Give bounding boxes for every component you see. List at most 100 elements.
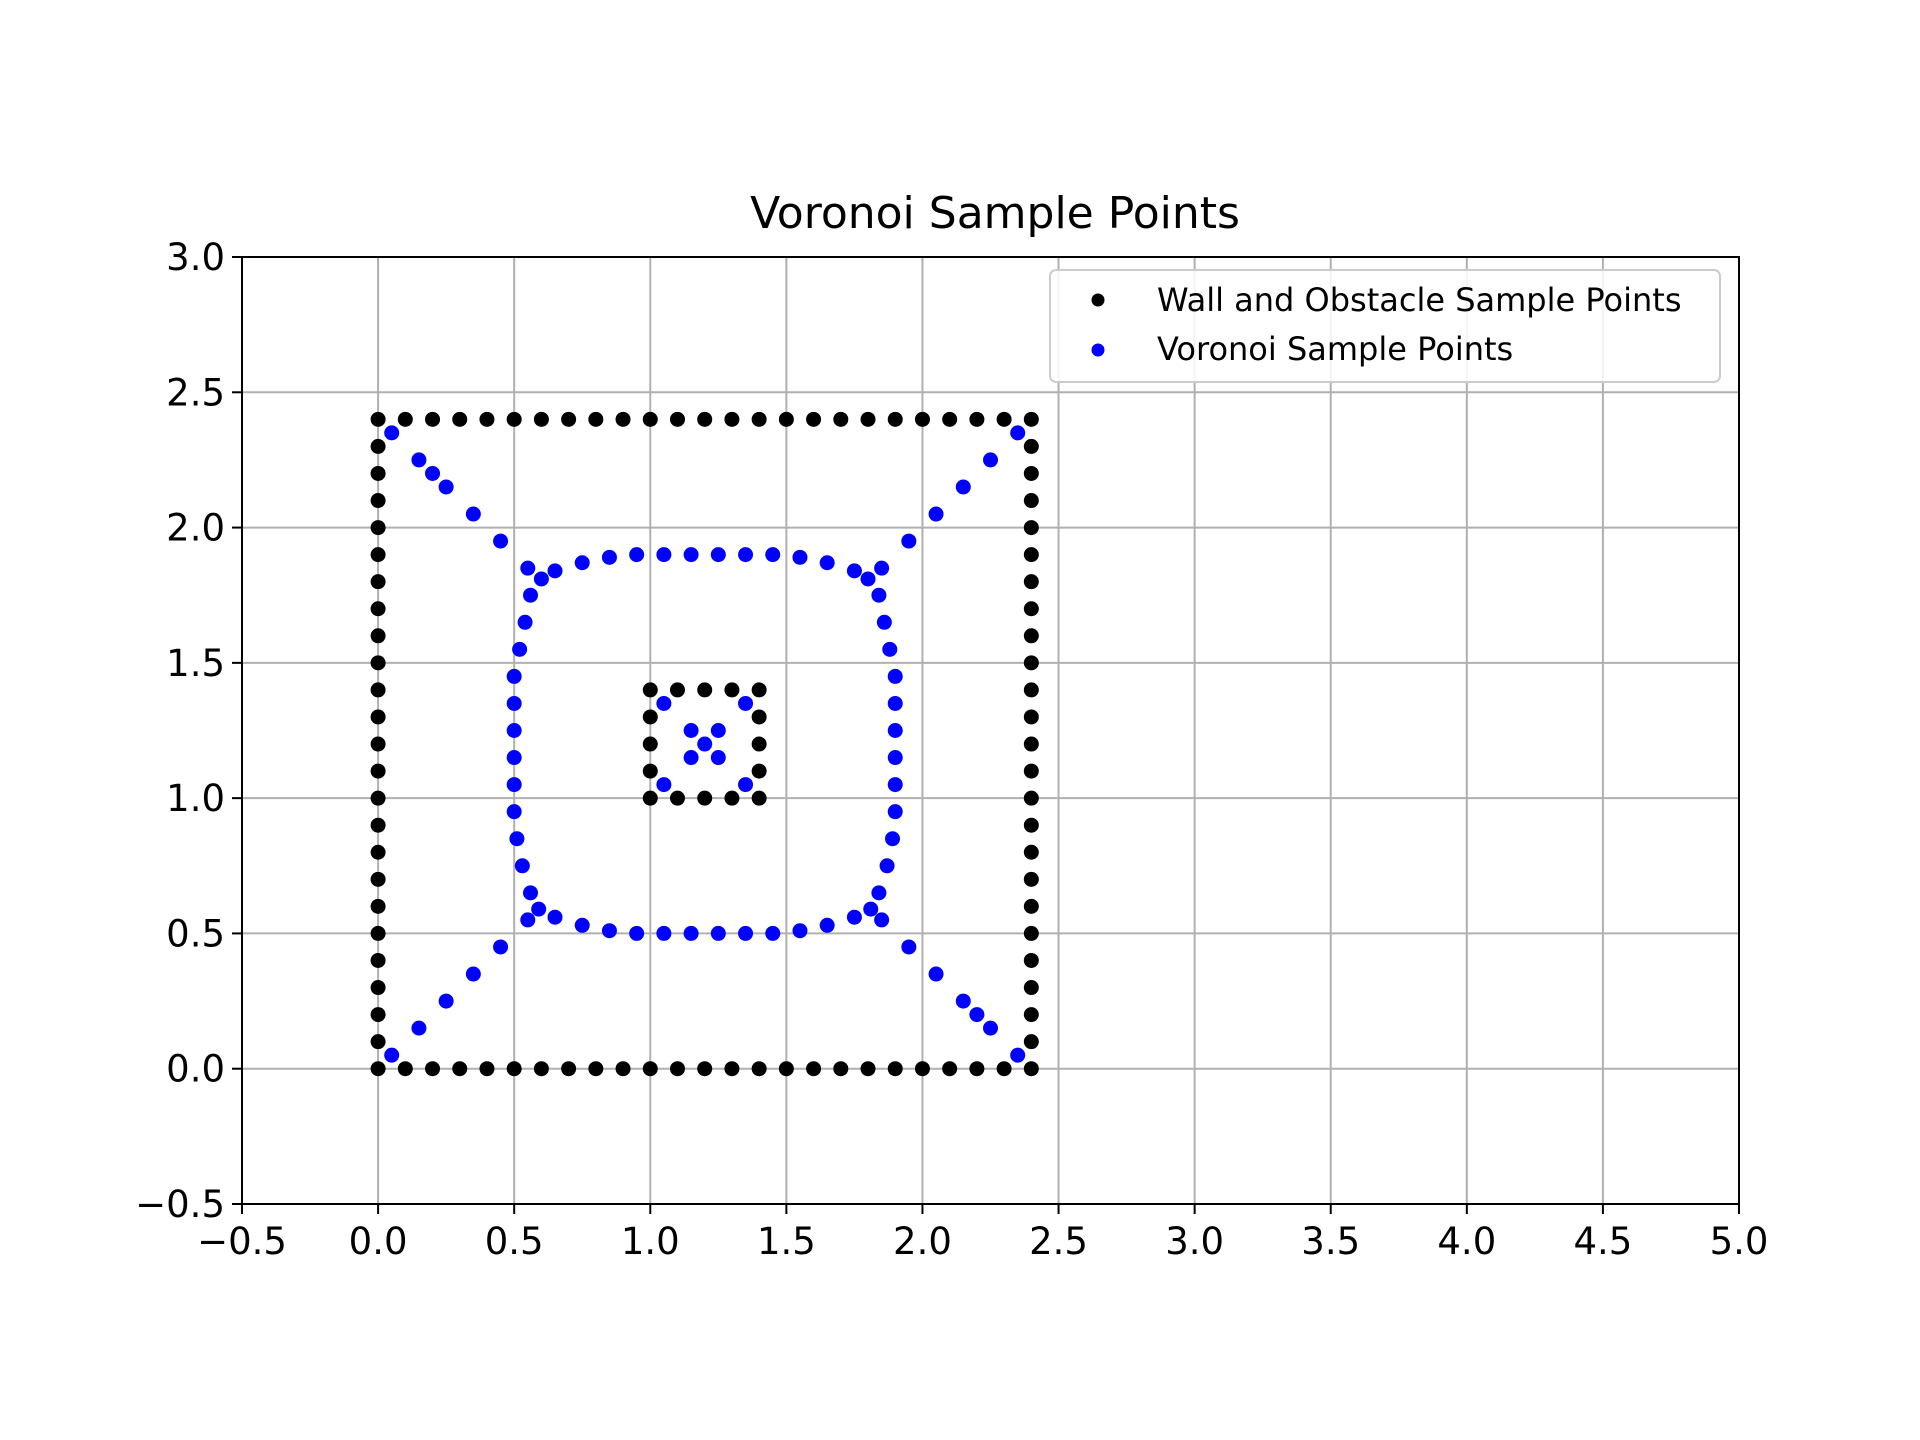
data-point xyxy=(1023,709,1039,725)
data-point xyxy=(792,549,808,565)
data-point xyxy=(370,871,386,887)
y-tick-label: 2.0 xyxy=(166,507,225,550)
data-point xyxy=(1023,438,1039,454)
data-point xyxy=(506,695,522,711)
data-point xyxy=(871,885,887,901)
data-point xyxy=(738,695,754,711)
data-point xyxy=(642,790,658,806)
data-point xyxy=(738,547,754,563)
data-point xyxy=(969,1007,985,1023)
data-point xyxy=(642,1061,658,1077)
data-point xyxy=(710,925,726,941)
data-point xyxy=(942,1061,958,1077)
data-point xyxy=(370,1007,386,1023)
data-point xyxy=(1023,547,1039,563)
data-point xyxy=(1023,465,1039,481)
x-tick-label: 1.0 xyxy=(621,1220,680,1263)
data-point xyxy=(533,1061,549,1077)
data-point xyxy=(1023,682,1039,698)
data-point xyxy=(882,641,898,657)
data-point xyxy=(751,763,767,779)
data-point xyxy=(514,858,530,874)
data-point xyxy=(1023,493,1039,509)
data-point xyxy=(683,547,699,563)
data-point xyxy=(846,909,862,925)
data-point xyxy=(879,858,895,874)
data-point xyxy=(370,411,386,427)
data-point xyxy=(876,614,892,630)
data-point xyxy=(1023,980,1039,996)
data-point xyxy=(942,411,958,427)
data-point xyxy=(860,411,876,427)
data-point xyxy=(887,1061,903,1077)
data-point xyxy=(370,520,386,536)
data-point xyxy=(697,736,713,752)
data-point xyxy=(397,1061,413,1077)
data-point xyxy=(479,411,495,427)
data-point xyxy=(1023,898,1039,914)
data-point xyxy=(860,571,876,587)
x-tick-label: −0.5 xyxy=(197,1220,287,1263)
data-point xyxy=(642,709,658,725)
data-point xyxy=(928,506,944,522)
data-point xyxy=(370,438,386,454)
data-point xyxy=(506,1061,522,1077)
data-point xyxy=(887,804,903,820)
data-point xyxy=(969,1061,985,1077)
data-point xyxy=(887,668,903,684)
legend: Wall and Obstacle Sample Points Voronoi … xyxy=(1049,269,1721,383)
data-point xyxy=(561,411,577,427)
data-point xyxy=(1010,425,1026,441)
data-point xyxy=(887,777,903,793)
data-point xyxy=(506,668,522,684)
data-point xyxy=(425,1061,441,1077)
data-point xyxy=(1023,601,1039,617)
data-point xyxy=(520,912,536,928)
data-point xyxy=(370,898,386,914)
data-point xyxy=(370,844,386,860)
data-point xyxy=(955,479,971,495)
data-point xyxy=(370,980,386,996)
data-point xyxy=(751,709,767,725)
y-axis: −0.5 0.0 0.5 1.0 1.5 2.0 2.5 3.0 xyxy=(135,236,242,1226)
data-point xyxy=(806,411,822,427)
series-voronoi xyxy=(384,425,1026,1063)
data-point xyxy=(523,885,539,901)
data-point xyxy=(370,736,386,752)
data-point xyxy=(574,555,590,571)
data-point xyxy=(601,549,617,565)
data-point xyxy=(438,479,454,495)
x-tick-label: 4.0 xyxy=(1437,1220,1496,1263)
data-point xyxy=(656,925,672,941)
data-point xyxy=(955,993,971,1009)
data-point xyxy=(601,923,617,939)
data-point xyxy=(914,411,930,427)
data-point xyxy=(1023,1034,1039,1050)
data-point xyxy=(452,411,468,427)
data-point xyxy=(452,1061,468,1077)
x-tick-label: 5.0 xyxy=(1710,1220,1769,1263)
data-point xyxy=(656,777,672,793)
data-point xyxy=(370,1061,386,1077)
data-point xyxy=(996,411,1012,427)
data-point xyxy=(724,411,740,427)
data-point xyxy=(1023,817,1039,833)
data-point xyxy=(370,574,386,590)
data-point xyxy=(411,452,427,468)
data-point xyxy=(1023,574,1039,590)
data-point xyxy=(697,411,713,427)
data-point xyxy=(697,790,713,806)
data-point xyxy=(493,939,509,955)
data-point xyxy=(370,925,386,941)
data-point xyxy=(523,587,539,603)
data-point xyxy=(642,736,658,752)
data-point xyxy=(983,452,998,468)
x-axis: −0.5 0.0 0.5 1.0 1.5 2.0 2.5 3.0 3.5 4.0 4.5 5.0 xyxy=(197,1204,1768,1263)
data-point xyxy=(1023,628,1039,644)
data-point xyxy=(588,1061,604,1077)
data-point xyxy=(493,533,509,549)
x-tick-label: 3.0 xyxy=(1165,1220,1224,1263)
data-point xyxy=(669,411,685,427)
data-point xyxy=(885,831,901,847)
y-tick-label: 1.5 xyxy=(166,642,225,685)
